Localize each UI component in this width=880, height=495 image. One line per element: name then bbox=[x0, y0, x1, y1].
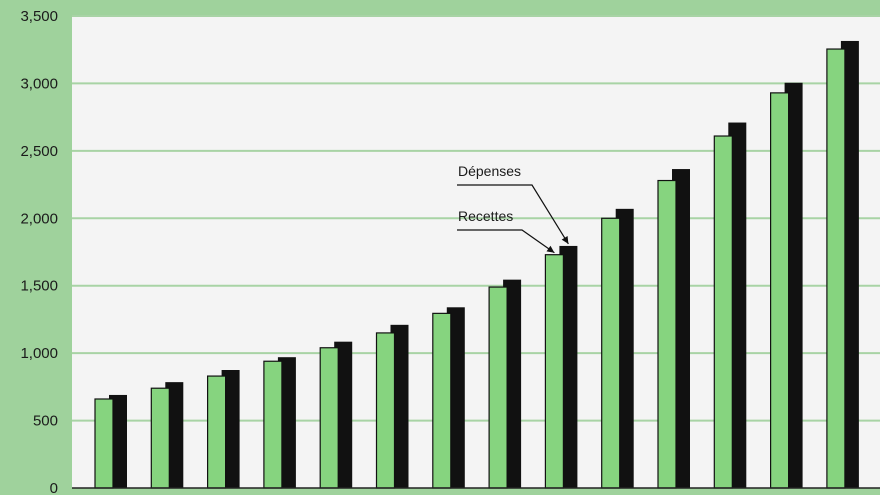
y-tick-label: 500 bbox=[33, 413, 58, 430]
bar-recettes bbox=[601, 217, 621, 489]
annotation-label: Dépenses bbox=[458, 163, 521, 179]
y-tick-label: 2,000 bbox=[20, 210, 58, 227]
y-tick-label: 0 bbox=[50, 480, 58, 495]
plot-area bbox=[72, 16, 880, 488]
bars bbox=[94, 40, 859, 489]
bar-recettes bbox=[488, 286, 508, 489]
bar-recettes bbox=[94, 398, 114, 489]
bar-recettes bbox=[713, 135, 733, 489]
annotations: Dépenses Recettes bbox=[457, 163, 569, 254]
bar-recettes bbox=[432, 312, 452, 489]
gridlines bbox=[72, 15, 880, 422]
bar-recettes bbox=[375, 332, 396, 489]
annotation-leader-line bbox=[457, 184, 569, 245]
y-tick-label: 3,000 bbox=[20, 75, 58, 92]
annotation-arrowhead bbox=[546, 245, 555, 253]
bar-recettes bbox=[207, 375, 227, 489]
y-tick-label: 1,000 bbox=[20, 345, 58, 362]
bar-recettes bbox=[319, 347, 339, 489]
y-tick-label: 1,500 bbox=[20, 278, 58, 295]
bar-recettes bbox=[769, 92, 790, 489]
annotation-leader-line bbox=[457, 229, 555, 254]
bar-recettes bbox=[263, 360, 283, 489]
bar-recettes bbox=[544, 254, 565, 489]
bar-recettes bbox=[657, 179, 677, 489]
y-tick-label: 3,500 bbox=[20, 8, 58, 25]
bar-recettes bbox=[826, 48, 846, 489]
annotation-label: Recettes bbox=[458, 208, 513, 224]
annotation-arrowhead bbox=[561, 235, 569, 244]
y-axis: 0 500 1,000 1,500 2,000 2,500 3,000 3,500 bbox=[20, 8, 58, 495]
y-tick-label: 2,500 bbox=[20, 143, 58, 160]
bar-recettes bbox=[150, 387, 170, 489]
